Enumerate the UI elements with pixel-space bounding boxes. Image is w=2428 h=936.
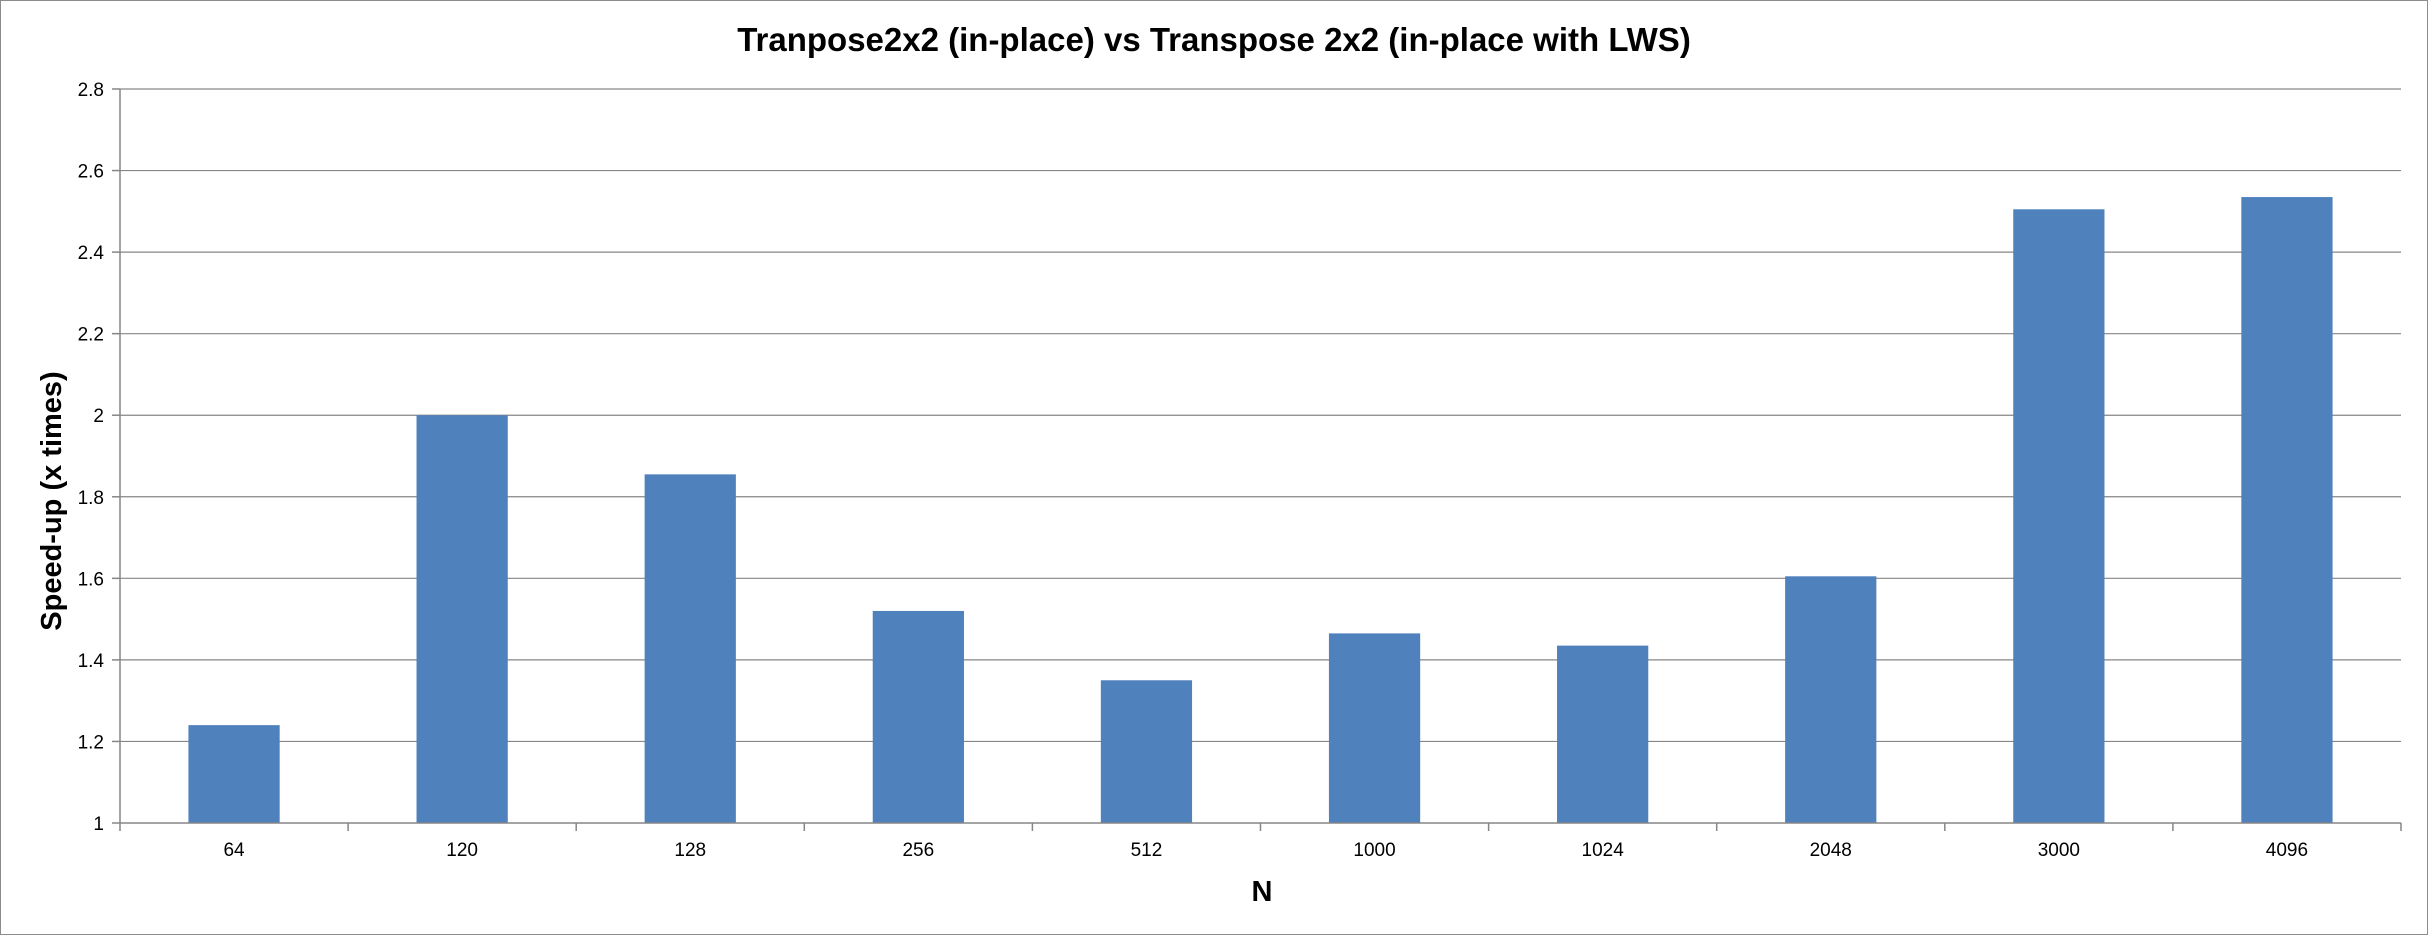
y-tick-label: 2.2 — [78, 325, 104, 346]
bar — [2013, 209, 2105, 824]
y-tick-label: 1.6 — [78, 569, 104, 590]
chart-title: Tranpose2x2 (in-place) vs Transpose 2x2 … — [737, 21, 1691, 58]
y-tick-label: 2.8 — [78, 80, 104, 101]
bar — [1328, 633, 1421, 823]
bars — [188, 197, 2333, 824]
x-axis-title: N — [1252, 876, 1273, 908]
x-tick-label: 512 — [1131, 840, 1163, 861]
bar — [872, 610, 964, 823]
y-axis-title: Speed-up (x times) — [36, 371, 68, 630]
x-tick-label: 3000 — [2038, 840, 2080, 861]
y-tick-label: 2.6 — [78, 162, 104, 183]
x-tick-label: 1024 — [1582, 840, 1625, 861]
y-tick-label: 1.8 — [78, 488, 104, 509]
y-tick-label: 1.2 — [78, 732, 104, 753]
tick-labels: 1 1.2 1.4 1.6 1.8 2 2.2 2.4 2.6 2.8 64 120 128 256 512… — [78, 80, 2309, 861]
bar — [1100, 680, 1193, 823]
x-tick-label: 4096 — [2266, 840, 2308, 861]
bar — [188, 725, 280, 823]
x-tick-label: 256 — [902, 840, 934, 861]
axes — [112, 88, 2402, 831]
bar — [416, 415, 508, 823]
y-tick-label: 1.4 — [78, 651, 105, 672]
y-tick-label: 2 — [93, 406, 104, 427]
x-tick-label: 2048 — [1810, 840, 1852, 861]
bar — [2241, 197, 2333, 824]
bar — [1557, 645, 1649, 823]
y-tick-label: 1 — [93, 814, 104, 835]
x-tick-label: 128 — [674, 840, 706, 861]
y-tick-label: 2.4 — [78, 243, 105, 264]
bar — [644, 474, 736, 823]
bar — [1785, 576, 1877, 823]
x-tick-label: 120 — [446, 840, 478, 861]
x-tick-label: 1000 — [1353, 840, 1395, 861]
x-tick-label: 64 — [223, 840, 245, 861]
